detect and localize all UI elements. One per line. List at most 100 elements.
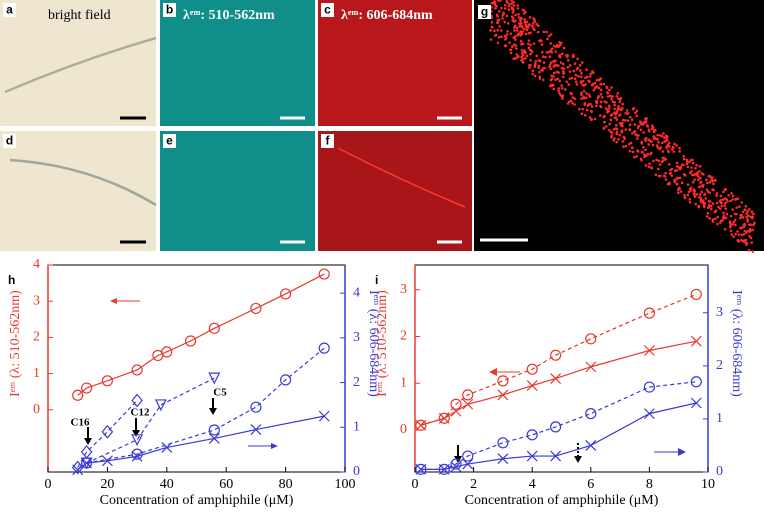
dot	[719, 195, 722, 198]
dot	[652, 135, 655, 138]
dot	[600, 101, 603, 104]
dot	[613, 108, 616, 111]
dot	[574, 62, 577, 65]
dot	[752, 213, 755, 216]
dot	[603, 121, 606, 124]
dot	[647, 138, 650, 141]
dot	[631, 132, 634, 135]
dot	[709, 181, 712, 184]
dot	[529, 59, 532, 62]
x-axis-label: Concentration of amphiphile (μM)	[465, 493, 659, 508]
dot	[653, 138, 656, 141]
dot	[746, 220, 749, 223]
x-tick-label: 0	[45, 477, 52, 492]
dot	[553, 72, 556, 75]
dot	[724, 207, 727, 210]
dot	[746, 210, 749, 213]
dot	[557, 90, 560, 93]
dot	[705, 197, 708, 200]
dot	[519, 18, 522, 21]
dot	[673, 143, 676, 146]
y2-tick-label: 0	[353, 464, 360, 479]
dot	[563, 47, 566, 50]
dot	[544, 56, 547, 59]
dot	[552, 75, 555, 78]
dot	[633, 156, 636, 159]
dot	[508, 8, 511, 11]
dot	[613, 104, 616, 107]
dot	[557, 71, 560, 74]
dot	[513, 43, 516, 46]
dot	[717, 216, 720, 219]
dot	[677, 192, 680, 195]
dot	[661, 157, 664, 160]
dot	[669, 172, 672, 175]
dot	[549, 55, 552, 58]
dot	[579, 64, 582, 67]
dot	[574, 77, 577, 80]
x-axis-label: Concentration of amphiphile (μM)	[100, 493, 294, 508]
dot	[524, 57, 527, 60]
dot	[640, 128, 643, 131]
y2-tick-label: 2	[353, 375, 360, 390]
dot	[537, 31, 540, 34]
dot	[505, 0, 508, 3]
dot	[722, 212, 725, 215]
y-tick-label: 0	[400, 422, 407, 437]
x-tick-label: 60	[219, 477, 233, 492]
dot	[610, 86, 613, 89]
dot	[554, 64, 557, 67]
dot	[663, 175, 666, 178]
y-tick-label: 2	[400, 329, 407, 344]
dot	[720, 201, 723, 204]
dot	[556, 44, 559, 47]
x-tick-label: 10	[701, 477, 715, 492]
dot	[548, 51, 551, 54]
dot	[702, 173, 705, 176]
dot	[548, 66, 551, 69]
dot	[668, 142, 671, 145]
dot	[559, 56, 562, 59]
marker	[162, 442, 172, 452]
dot	[732, 195, 735, 198]
dot	[682, 155, 685, 158]
dot	[552, 65, 555, 68]
marker	[527, 430, 537, 440]
y2-tick-label: 3	[716, 305, 723, 320]
dot	[533, 42, 536, 45]
dot	[634, 130, 637, 133]
dot	[560, 61, 563, 64]
dot	[745, 205, 748, 208]
dot	[575, 80, 578, 83]
dot	[527, 25, 530, 28]
dot	[503, 21, 506, 24]
dot	[635, 155, 638, 158]
dot	[580, 80, 583, 83]
dot	[656, 134, 659, 137]
dot	[710, 208, 713, 211]
dot	[518, 22, 521, 25]
y-tick-label: 3	[400, 282, 407, 297]
dot	[558, 92, 561, 95]
dot	[589, 72, 592, 75]
dot	[748, 249, 751, 252]
dot	[732, 236, 735, 239]
y2-tick-label: 0	[716, 464, 723, 479]
marker	[451, 462, 461, 472]
dot	[629, 150, 632, 153]
dot	[729, 200, 732, 203]
dot	[670, 174, 673, 177]
x-tick-label: 0	[412, 477, 419, 492]
dot	[531, 73, 534, 76]
dot	[506, 15, 509, 18]
dot	[520, 56, 523, 59]
dot	[489, 29, 492, 32]
y-tick-label: 4	[33, 257, 40, 272]
dot	[493, 0, 496, 3]
dot	[608, 123, 611, 126]
x-tick-label: 4	[529, 477, 536, 492]
dot	[722, 191, 725, 194]
chart-label: i	[375, 273, 378, 287]
y-axis-label: Iᵉᵐ (λ: 510-562nm)	[8, 290, 23, 397]
